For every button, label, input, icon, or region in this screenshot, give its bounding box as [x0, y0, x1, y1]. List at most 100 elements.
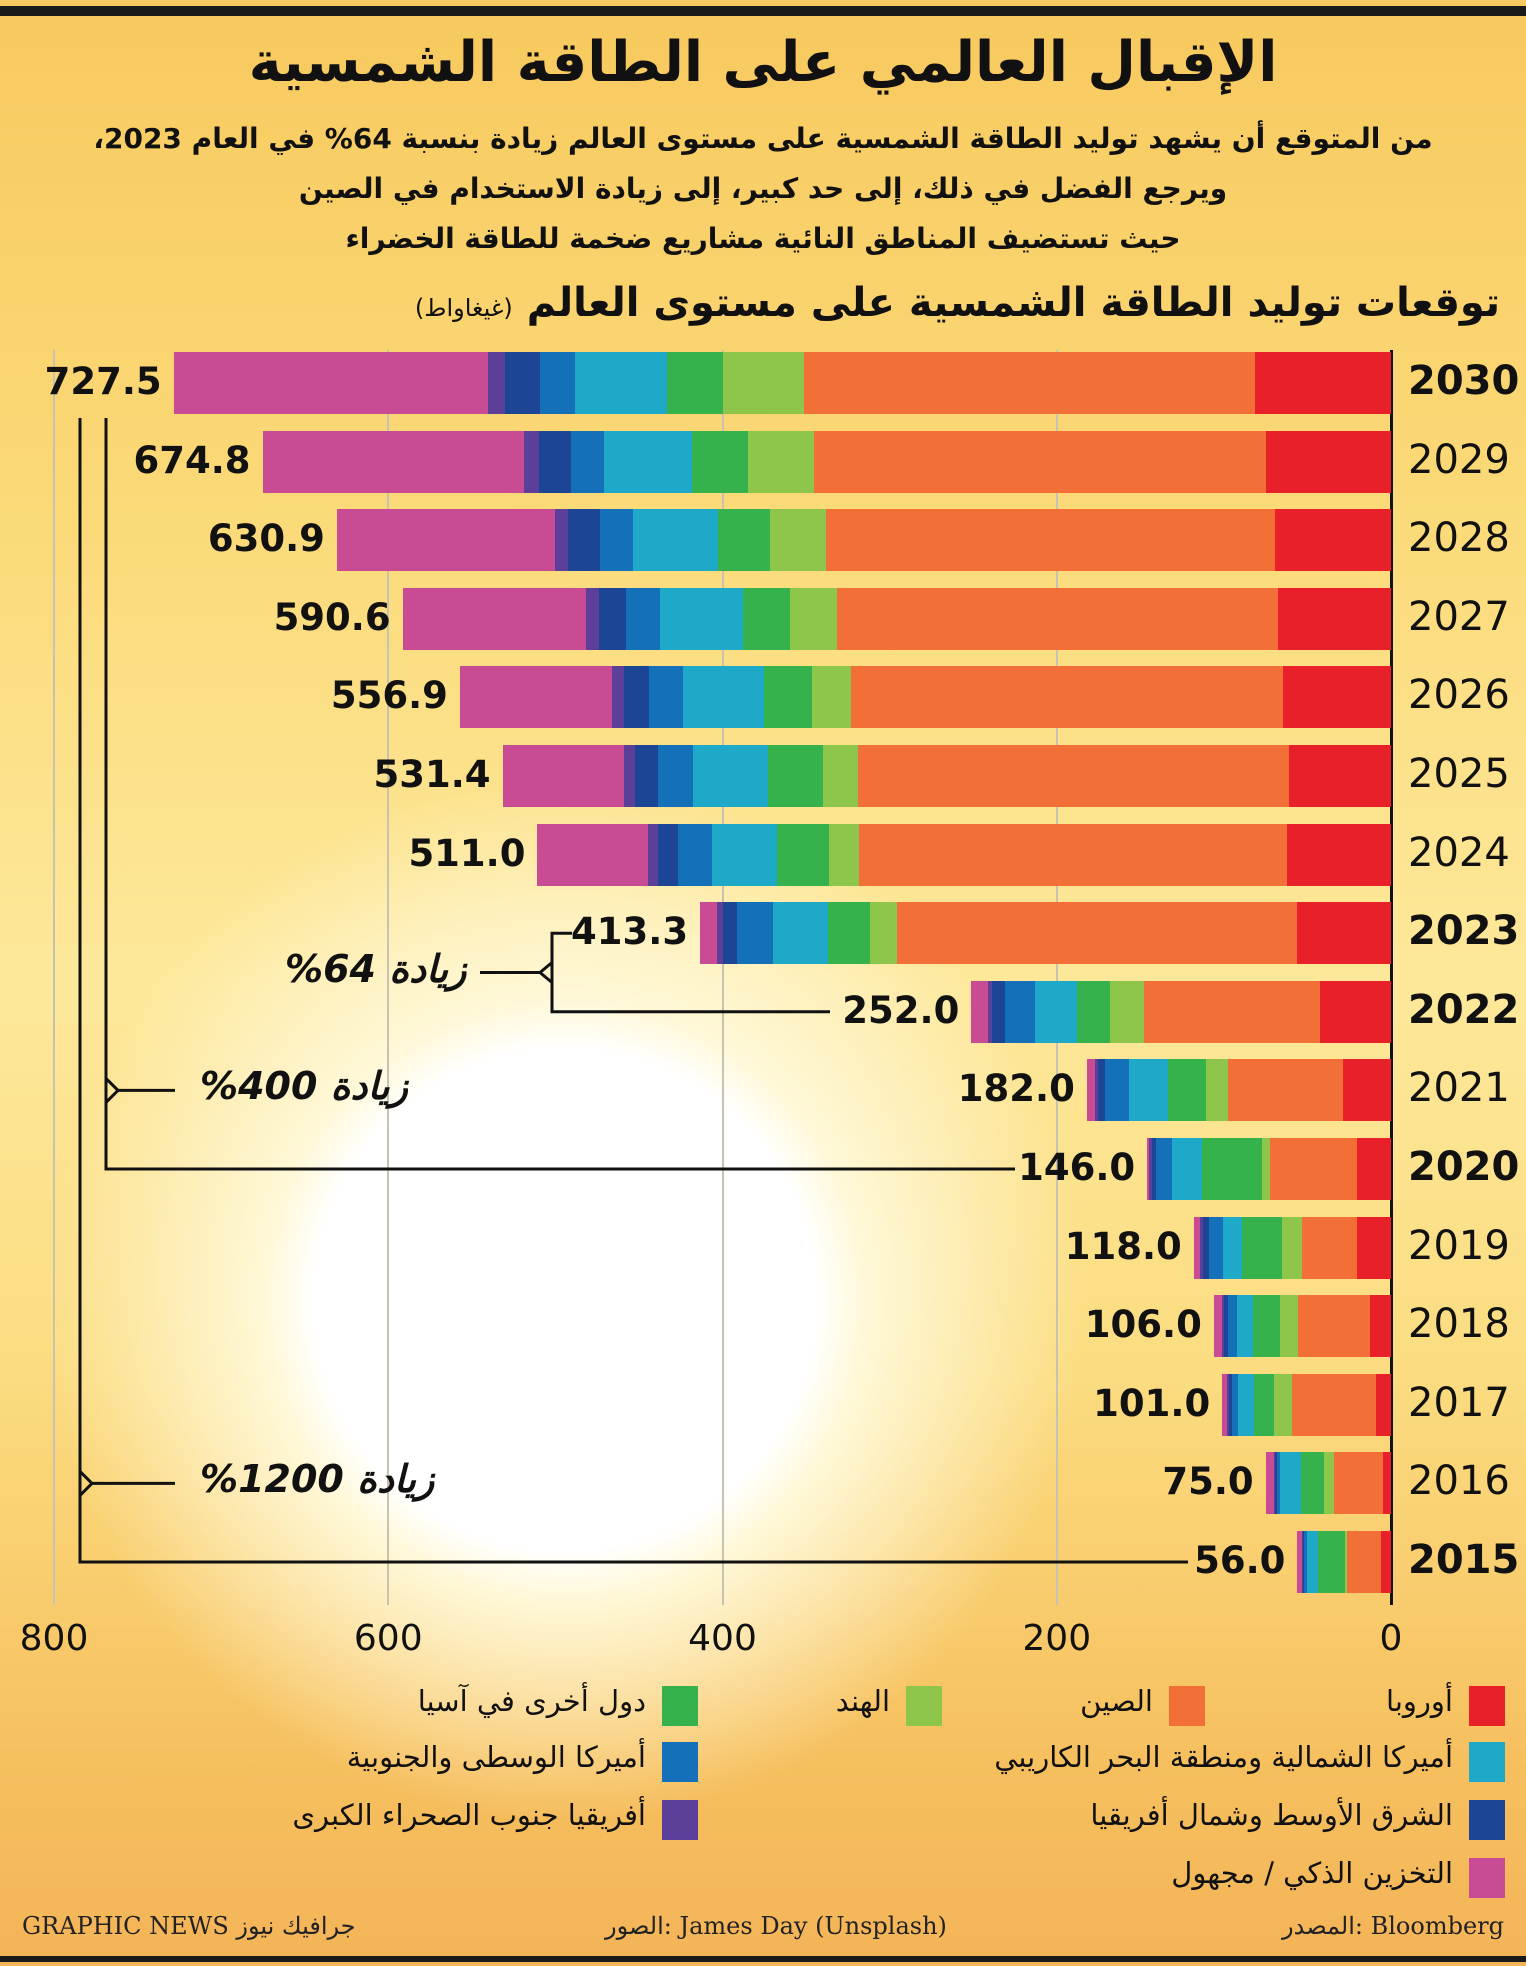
bracket-1200 [78, 418, 1188, 1564]
bar-segment-1 [825, 509, 1276, 572]
bar-segment-4 [1034, 980, 1077, 1043]
bar-segment-4 [772, 902, 828, 965]
legend-swatch [1469, 1800, 1505, 1840]
bracket-400-tip [104, 1077, 121, 1104]
legend-swatch [906, 1686, 942, 1726]
bar-total-label: 590.6 [273, 595, 391, 639]
bar-segment-2 [1205, 1059, 1228, 1122]
annotation-label: زيادة 400% [200, 1064, 408, 1109]
bar-segment-2 [1109, 980, 1145, 1043]
gridline [1055, 350, 1058, 1605]
bar-total-label: 118.0 [1064, 1224, 1182, 1268]
bar-segment-5 [736, 902, 773, 965]
bar-segment-3 [776, 823, 830, 886]
legend-label: أميركا الوسطى والجنوبية [346, 1740, 646, 1774]
bar-segment-4 [1279, 1452, 1302, 1515]
bar-segment-4 [1128, 1059, 1168, 1122]
legend-label: أوروبا [1386, 1684, 1453, 1718]
legend-swatch [662, 1800, 698, 1840]
bar-segment-8 [402, 587, 586, 650]
bar-segment-1 [850, 666, 1283, 729]
bar-segment-3 [742, 587, 791, 650]
bar-segment-3 [1076, 980, 1111, 1043]
bar-segment-3 [1201, 1138, 1262, 1200]
bar-segment-8 [1193, 1216, 1201, 1279]
bar-segment-5 [1208, 1216, 1223, 1279]
bar-segment-6 [991, 980, 1006, 1043]
bar-segment-2 [789, 587, 837, 650]
bar-segment-0 [1356, 1138, 1392, 1200]
bar-segment-6 [1097, 1059, 1106, 1122]
bar-segment-7 [1094, 1059, 1098, 1122]
bar-segment-1 [1269, 1138, 1357, 1200]
bar-segment-1 [1291, 1373, 1377, 1436]
bar-segment-4 [574, 352, 667, 414]
bar-segment-0 [1277, 587, 1392, 650]
bar-segment-3 [666, 352, 723, 414]
bar-segment-8 [700, 902, 717, 965]
bar-segment-0 [1319, 980, 1392, 1043]
year-label: 2022 [1408, 986, 1520, 1033]
bar-segment-0 [1286, 823, 1392, 886]
bar-segment-8 [262, 430, 525, 493]
year-label: 2024 [1408, 829, 1510, 876]
bracket-64 [550, 931, 830, 1014]
bar-total-label: 674.8 [133, 438, 251, 482]
bar-segment-1 [896, 902, 1297, 965]
subtitle-line-3: حيث تستضيف المناطق النائية مشاريع ضخمة ل… [345, 222, 1181, 255]
bar-segment-1 [1297, 1295, 1371, 1358]
bar-segment-3 [1300, 1452, 1324, 1515]
bar-segment-5 [1231, 1373, 1238, 1436]
year-label: 2017 [1408, 1379, 1510, 1426]
bar-total-label: 727.5 [44, 360, 162, 403]
bar-segment-7 [1226, 1373, 1230, 1436]
bar-segment-8 [336, 509, 555, 572]
legend-swatch [1469, 1742, 1505, 1782]
bar-segment-2 [1323, 1452, 1334, 1515]
bar-segment-1 [1143, 980, 1321, 1043]
bar-segment-7 [487, 352, 505, 414]
x-tick-label: 800 [19, 1618, 89, 1659]
bar-segment-1 [857, 745, 1290, 807]
legend-label: الشرق الأوسط وشمال أفريقيا [1090, 1798, 1453, 1832]
bar-segment-5 [657, 745, 693, 807]
bar-segment-0 [1356, 1216, 1392, 1279]
bar-segment-7 [554, 509, 569, 572]
bar-segment-8 [971, 980, 989, 1043]
legend-swatch [1469, 1686, 1505, 1726]
gridline [53, 350, 55, 1605]
bracket-400 [104, 418, 1015, 1171]
subtitle-line-2: ويرجع الفضل في ذلك، إلى حد كبير، إلى زيا… [298, 172, 1228, 205]
gridline [721, 350, 724, 1605]
bar-segment-5 [625, 587, 661, 650]
bar-segment-1 [1227, 1059, 1343, 1122]
bar-segment-7 [647, 823, 658, 886]
bar-segment-3 [1317, 1531, 1346, 1593]
photo-credit: الصور: James Day (Unsplash) [605, 1912, 947, 1940]
bar-segment-3 [1241, 1216, 1282, 1279]
bar-segment-3 [767, 745, 823, 807]
bar-segment-8 [1297, 1531, 1303, 1593]
bar-segment-0 [1296, 902, 1392, 965]
bar-segment-3 [1253, 1373, 1274, 1436]
bar-segment-8 [537, 823, 648, 886]
bar-total-label: 182.0 [957, 1067, 1075, 1111]
top-rule [0, 6, 1526, 16]
x-tick-label: 600 [353, 1618, 423, 1659]
bar-segment-3 [1167, 1059, 1207, 1122]
year-label: 2018 [1408, 1301, 1510, 1348]
bar-segment-2 [1344, 1531, 1347, 1593]
bar-segment-7 [1273, 1452, 1275, 1515]
bar-segment-0 [1274, 509, 1392, 572]
bar-segment-6 [722, 902, 737, 965]
brand-credit: GRAPHIC NEWS جرافيك نيوز [22, 1912, 356, 1940]
bar-segment-4 [711, 823, 777, 886]
bar-segment-8 [1222, 1373, 1228, 1436]
bar-segment-4 [1306, 1531, 1318, 1593]
year-label: 2015 [1408, 1537, 1520, 1583]
bar-segment-2 [1279, 1295, 1298, 1358]
x-axis-zero-line [1390, 350, 1393, 1605]
bar-segment-7 [623, 745, 636, 807]
year-label: 2025 [1408, 751, 1510, 797]
